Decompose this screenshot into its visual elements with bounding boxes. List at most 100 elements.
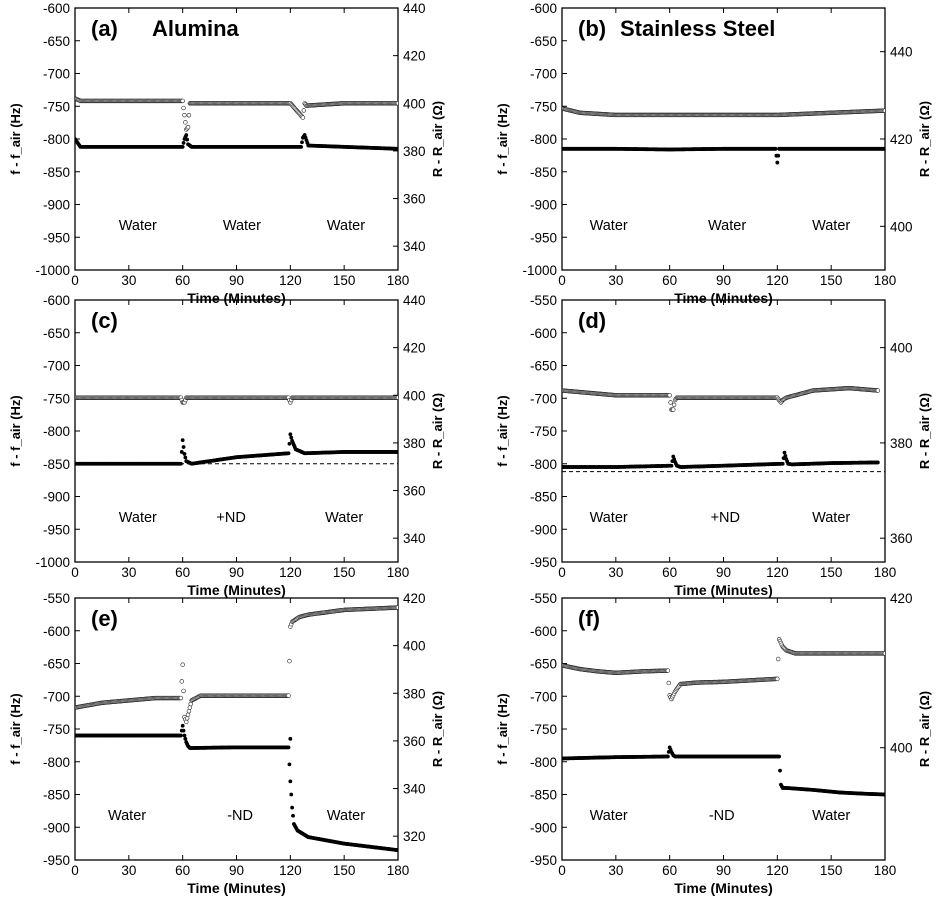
- data-point-frequency: [291, 813, 295, 818]
- data-point-resistance: [180, 662, 185, 667]
- condition-label: Water: [119, 218, 157, 234]
- series-resistance: [75, 96, 398, 132]
- x-tick-label: 30: [121, 565, 136, 580]
- y-left-tick-label: -850: [530, 788, 557, 803]
- y-left-tick-label: -550: [43, 591, 70, 606]
- y-left-tick-label: -900: [530, 198, 557, 213]
- y-left-tick-label: -600: [43, 1, 70, 16]
- y-left-tick-label: -650: [43, 326, 70, 341]
- y-left-tick-label: -950: [43, 230, 70, 245]
- y-right-tick-label: 440: [890, 45, 913, 60]
- panel-a: 0 30 60 90 120 150 180-600-650-700-750-800-850…: [8, 1, 445, 306]
- data-point-frequency: [396, 848, 398, 853]
- data-point-resistance: [300, 115, 306, 120]
- data-point-resistance: [666, 680, 671, 686]
- panel-d: 0 30 60 90 120 150 180-550-600-650-700-750-800…: [495, 293, 932, 598]
- data-point-resistance: [301, 108, 306, 113]
- condition-label: Water: [108, 808, 146, 824]
- data-point-resistance: [185, 712, 191, 717]
- series-frequency: [562, 745, 885, 797]
- data-point-frequency: [778, 768, 782, 773]
- y-left-tick-label: -900: [530, 820, 557, 835]
- y-left-tick-label: -900: [43, 490, 70, 505]
- y-right-tick-label: 440: [403, 293, 426, 308]
- data-point-resistance: [667, 393, 672, 398]
- y-left-tick-label: -1000: [35, 263, 70, 278]
- y-right-tick-label: 440: [403, 1, 426, 16]
- data-point-frequency: [182, 452, 187, 456]
- y-left-tick-label: -800: [530, 755, 557, 770]
- y-left-tick-label: -800: [43, 132, 70, 147]
- y-right-tick-label: 400: [403, 96, 426, 111]
- y-left-tick-label: -950: [530, 555, 557, 570]
- data-point-resistance: [668, 400, 673, 405]
- data-point-frequency: [773, 146, 778, 151]
- panel-b: 0 30 60 90 120 150 180-600-650-700-750-800-850…: [495, 1, 932, 306]
- data-point-resistance: [187, 705, 193, 710]
- x-tick-label: 30: [608, 863, 623, 878]
- y-right-axis-label: R - R_air (Ω): [430, 101, 445, 177]
- data-point-frequency: [178, 733, 183, 738]
- condition-label: Water: [590, 218, 628, 234]
- x-tick-label: 90: [716, 863, 731, 878]
- x-tick-label: 30: [121, 863, 136, 878]
- y-left-tick-label: -650: [530, 359, 557, 374]
- y-left-tick-label: -650: [43, 34, 70, 49]
- y-right-tick-label: 420: [403, 49, 426, 64]
- data-point-frequency: [178, 461, 183, 466]
- data-point-frequency: [179, 450, 184, 454]
- data-point-resistance: [183, 120, 188, 125]
- series-resistance: [562, 106, 885, 118]
- x-tick-label: 0: [558, 273, 566, 288]
- condition-label: Water: [812, 808, 850, 824]
- panel-letter: (d): [578, 308, 606, 333]
- y-left-axis-label: f - f_air (Hz): [8, 395, 23, 467]
- data-point-resistance: [182, 112, 187, 118]
- series-frequency: [562, 450, 880, 469]
- data-point-resistance: [671, 407, 676, 412]
- data-point-frequency: [776, 153, 781, 158]
- y-left-tick-label: -900: [43, 820, 70, 835]
- y-right-tick-label: 420: [403, 341, 426, 356]
- panel-c: 0 30 60 90 120 150 180-600-650-700-750-800-850…: [8, 293, 445, 598]
- panel-letter: (f): [578, 606, 600, 631]
- data-point-resistance: [776, 656, 781, 662]
- y-right-tick-label: 420: [890, 132, 913, 147]
- condition-label: Water: [327, 808, 365, 824]
- data-point-resistance: [186, 708, 192, 714]
- series-resistance: [75, 605, 398, 725]
- x-tick-label: 0: [71, 565, 79, 580]
- series-resistance: [75, 395, 398, 405]
- y-left-tick-label: -650: [530, 34, 557, 49]
- x-tick-label: 60: [662, 565, 677, 580]
- x-axis-label: Time (Minutes): [187, 880, 286, 896]
- data-point-frequency: [396, 450, 398, 454]
- data-point-frequency: [180, 723, 185, 728]
- y-left-tick-label: -750: [43, 722, 70, 737]
- y-left-axis-label: f - f_air (Hz): [8, 693, 23, 765]
- y-left-tick-label: -750: [530, 722, 557, 737]
- x-tick-label: 180: [874, 863, 897, 878]
- data-point-frequency: [883, 792, 885, 797]
- data-point-frequency: [290, 805, 295, 810]
- data-point-frequency: [180, 144, 185, 149]
- x-tick-label: 180: [387, 863, 410, 878]
- y-right-tick-label: 400: [403, 639, 426, 654]
- data-point-resistance: [184, 716, 190, 721]
- x-tick-label: 90: [716, 565, 731, 580]
- y-right-tick-label: 340: [403, 782, 426, 797]
- condition-label: -ND: [227, 808, 253, 824]
- y-right-tick-label: 400: [403, 388, 426, 403]
- y-right-tick-label: 360: [403, 192, 426, 207]
- data-point-resistance: [180, 98, 185, 104]
- x-tick-label: 120: [766, 273, 789, 288]
- condition-label: +ND: [711, 510, 740, 526]
- y-left-axis-label: f - f_air (Hz): [495, 395, 510, 467]
- panel-letter: (e): [91, 606, 118, 631]
- data-point-frequency: [287, 441, 292, 446]
- data-point-frequency: [669, 463, 674, 468]
- y-left-tick-label: -850: [530, 165, 557, 180]
- x-tick-label: 120: [279, 565, 302, 580]
- condition-label: Water: [812, 218, 850, 234]
